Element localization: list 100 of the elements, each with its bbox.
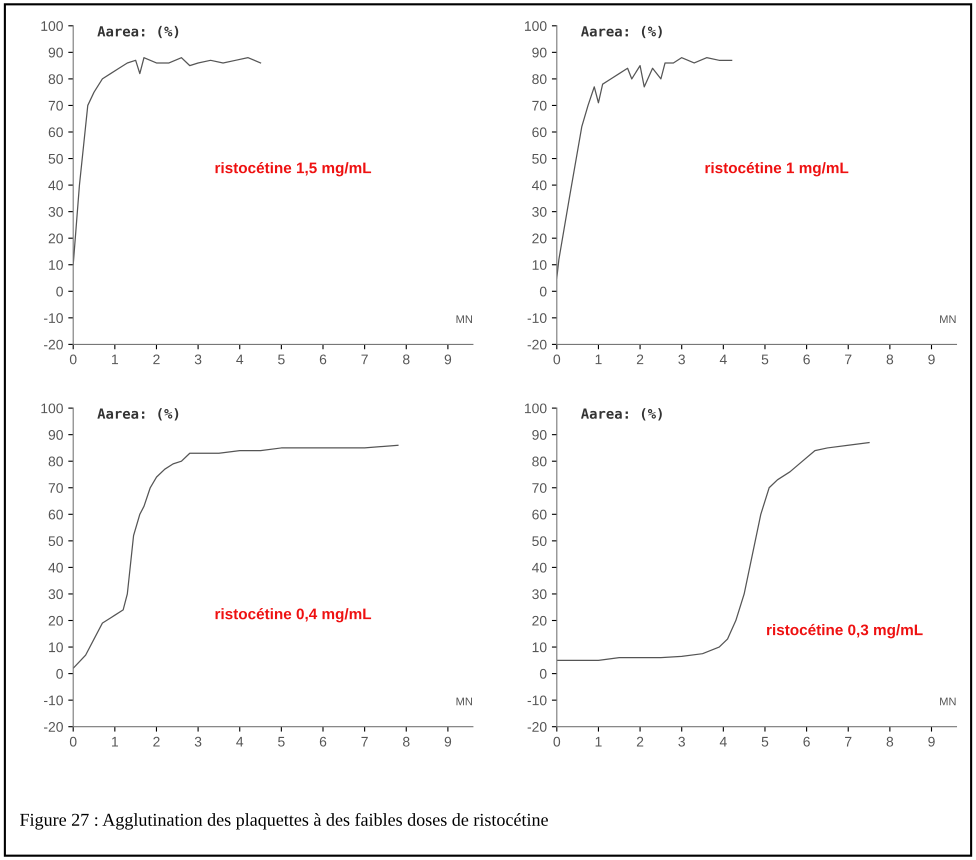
- x-tick-label: 5: [278, 354, 285, 364]
- y-tick-label: 70: [532, 100, 547, 111]
- y-axis-title: Aarea: (%): [97, 408, 178, 420]
- x-tick-label: 7: [845, 736, 852, 746]
- y-tick-label: 100: [41, 21, 63, 31]
- y-tick-label: 10: [532, 260, 547, 270]
- y-tick-label: -10: [44, 313, 63, 324]
- x-tick-label: 0: [553, 354, 560, 364]
- y-tick-label: 80: [48, 456, 63, 466]
- y-tick-label: 100: [524, 21, 547, 31]
- y-tick-label: 0: [56, 286, 63, 296]
- x-axis-title: MN: [940, 315, 956, 323]
- x-tick-label: 4: [236, 736, 244, 746]
- x-tick-label: 6: [803, 354, 810, 364]
- y-tick-label: 70: [48, 100, 63, 111]
- x-tick-label: 7: [845, 354, 852, 364]
- x-tick-label: 4: [236, 354, 244, 364]
- y-tick-label: 60: [532, 127, 547, 138]
- y-tick-label: -20: [528, 722, 547, 732]
- y-tick-label: 30: [532, 206, 547, 217]
- y-tick-label: -10: [44, 695, 63, 706]
- x-tick-label: 2: [153, 736, 160, 746]
- y-axis-title: Aarea: (%): [581, 408, 662, 420]
- y-tick-label: -20: [528, 340, 547, 350]
- x-tick-label: 1: [112, 354, 118, 364]
- x-tick-label: 2: [153, 354, 160, 364]
- y-tick-label: 0: [540, 286, 547, 296]
- x-tick-label: 3: [678, 736, 685, 747]
- x-tick-label: 1: [596, 736, 602, 746]
- y-tick-label: 80: [532, 456, 547, 466]
- y-tick-label: 40: [532, 180, 547, 190]
- x-tick-label: 9: [928, 736, 935, 747]
- y-tick-label: -10: [528, 695, 547, 706]
- x-axis-title: MN: [940, 698, 956, 706]
- x-tick-label: 7: [361, 354, 368, 364]
- annotation: ristocétine 0,4 mg/mL: [216, 608, 372, 622]
- y-tick-label: 30: [48, 206, 63, 217]
- y-tick-label: 90: [48, 48, 63, 58]
- y-tick-label: 100: [41, 403, 63, 414]
- y-tick-label: 60: [532, 510, 547, 520]
- y-tick-label: 80: [48, 74, 63, 84]
- annotation: ristocétine 1,5 mg/mL: [216, 162, 372, 176]
- y-tick-label: 50: [48, 536, 63, 546]
- line-series: [73, 444, 399, 669]
- y-tick-label: 40: [532, 562, 547, 573]
- y-tick-label: 100: [524, 403, 547, 414]
- y-tick-label: 50: [532, 154, 547, 164]
- x-axis-title: MN: [456, 698, 472, 706]
- y-axis-title: Aarea: (%): [581, 26, 662, 38]
- y-tick-label: 10: [49, 642, 63, 652]
- y-tick-label: 50: [532, 536, 547, 546]
- y-tick-label: 70: [48, 483, 63, 493]
- y-tick-label: -20: [44, 722, 63, 732]
- x-tick-label: 3: [678, 354, 685, 364]
- x-tick-label: 8: [403, 736, 410, 747]
- x-tick-label: 9: [444, 354, 452, 364]
- y-axis-title: Aarea: (%): [97, 26, 178, 38]
- x-tick-label: 3: [194, 736, 202, 747]
- x-tick-label: 8: [886, 736, 894, 747]
- y-tick-label: -20: [44, 340, 63, 350]
- x-tick-label: 5: [762, 736, 768, 747]
- y-tick-label: 60: [48, 510, 63, 520]
- y-tick-label: 20: [532, 234, 547, 244]
- x-tick-label: 1: [596, 354, 602, 364]
- x-tick-label: 8: [886, 354, 894, 364]
- x-axis-title: MN: [456, 315, 472, 323]
- annotation: ristocétine 0,3 mg/mL: [767, 624, 923, 638]
- x-tick-label: 0: [70, 354, 77, 364]
- x-tick-label: 8: [403, 354, 410, 364]
- y-tick-label: 40: [48, 562, 63, 573]
- y-tick-label: 20: [48, 234, 63, 244]
- x-tick-label: 4: [720, 354, 727, 364]
- x-tick-label: 4: [720, 736, 727, 746]
- caption: Figure 27 : Agglutination des plaquettes à des faibles doses de ristocétine: [20, 812, 548, 830]
- y-tick-label: 90: [532, 430, 547, 440]
- x-tick-label: 6: [803, 736, 810, 747]
- y-tick-label: 30: [48, 589, 63, 600]
- annotation: ristocétine 1 mg/mL: [705, 162, 848, 176]
- y-tick-label: 90: [532, 48, 547, 58]
- y-tick-label: 70: [532, 483, 547, 493]
- x-tick-label: 1: [112, 736, 118, 746]
- y-tick-label: 60: [48, 127, 63, 138]
- y-tick-label: 20: [48, 616, 63, 626]
- y-tick-label: 0: [540, 668, 547, 679]
- x-tick-label: 2: [636, 736, 644, 746]
- x-tick-label: 5: [278, 736, 285, 747]
- y-tick-label: 0: [56, 668, 63, 679]
- y-tick-label: 50: [48, 154, 63, 164]
- y-tick-label: 90: [48, 430, 63, 440]
- x-tick-label: 6: [320, 354, 326, 364]
- x-tick-label: 9: [928, 354, 935, 364]
- line-series: [556, 442, 870, 661]
- y-tick-label: 10: [532, 642, 547, 652]
- x-tick-label: 9: [444, 736, 452, 747]
- x-tick-label: 6: [320, 736, 326, 747]
- x-tick-label: 0: [553, 736, 560, 747]
- x-tick-label: 7: [361, 736, 368, 746]
- x-tick-label: 0: [70, 736, 77, 747]
- x-tick-label: 3: [194, 354, 202, 364]
- y-tick-label: 20: [532, 616, 547, 626]
